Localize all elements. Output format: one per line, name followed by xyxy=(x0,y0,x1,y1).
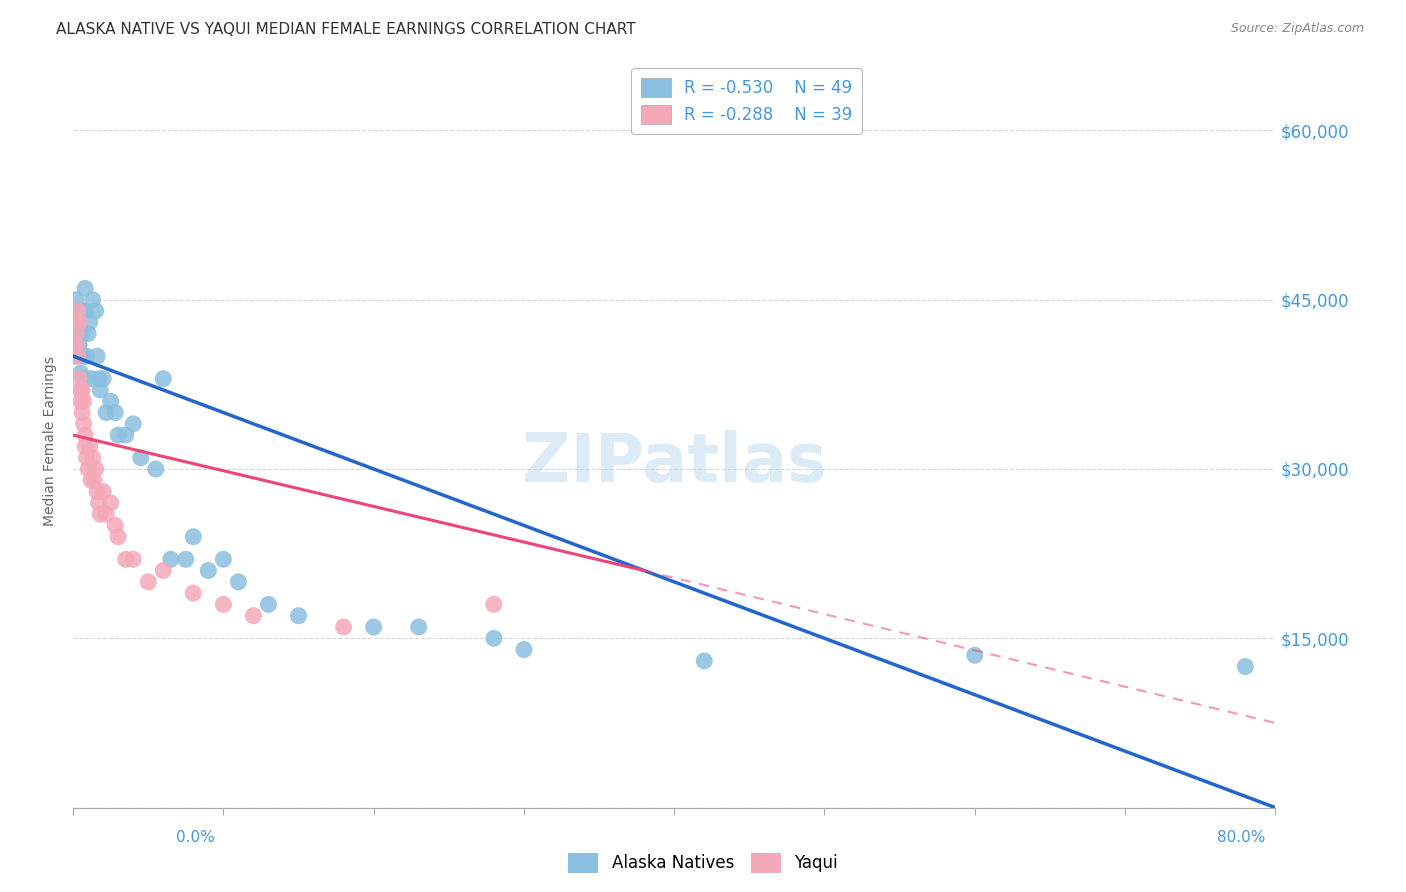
Point xyxy=(87,372,110,386)
Legend: Alaska Natives, Yaqui: Alaska Natives, Yaqui xyxy=(561,847,845,880)
Point xyxy=(82,450,104,465)
Point xyxy=(145,462,167,476)
Point xyxy=(91,372,114,386)
Point xyxy=(66,304,89,318)
Point xyxy=(83,473,105,487)
Point xyxy=(67,372,90,386)
Point xyxy=(89,507,111,521)
Point xyxy=(65,293,87,307)
Point xyxy=(67,310,90,324)
Point xyxy=(212,552,235,566)
Point xyxy=(197,564,219,578)
Point xyxy=(100,496,122,510)
Point xyxy=(482,598,505,612)
Text: 80.0%: 80.0% xyxy=(1218,830,1265,845)
Point xyxy=(96,406,118,420)
Point xyxy=(72,349,94,363)
Point xyxy=(79,315,101,329)
Point xyxy=(69,394,91,409)
Point xyxy=(212,598,235,612)
Point xyxy=(80,473,103,487)
Point xyxy=(181,586,204,600)
Point xyxy=(114,552,136,566)
Point xyxy=(152,372,174,386)
Point xyxy=(513,642,536,657)
Point xyxy=(107,428,129,442)
Point xyxy=(332,620,354,634)
Text: ZIPatlas: ZIPatlas xyxy=(522,430,827,496)
Point xyxy=(482,632,505,646)
Point xyxy=(66,349,89,363)
Point xyxy=(96,507,118,521)
Point xyxy=(75,304,97,318)
Point xyxy=(65,315,87,329)
Point xyxy=(75,281,97,295)
Point xyxy=(66,304,89,318)
Point xyxy=(228,574,250,589)
Point xyxy=(70,326,93,341)
Point xyxy=(86,484,108,499)
Point xyxy=(181,530,204,544)
Point xyxy=(122,552,145,566)
Point xyxy=(242,608,264,623)
Point xyxy=(67,338,90,352)
Point xyxy=(408,620,430,634)
Point xyxy=(363,620,385,634)
Y-axis label: Median Female Earnings: Median Female Earnings xyxy=(44,356,58,525)
Point xyxy=(174,552,197,566)
Point xyxy=(80,372,103,386)
Point xyxy=(70,406,93,420)
Point xyxy=(84,462,107,476)
Point xyxy=(104,406,127,420)
Point xyxy=(159,552,181,566)
Point xyxy=(65,338,87,352)
Point xyxy=(100,394,122,409)
Point xyxy=(69,349,91,363)
Point xyxy=(70,304,93,318)
Point xyxy=(84,304,107,318)
Point xyxy=(963,648,986,663)
Point xyxy=(122,417,145,431)
Point xyxy=(82,293,104,307)
Point xyxy=(65,326,87,341)
Point xyxy=(75,428,97,442)
Point xyxy=(72,394,94,409)
Point xyxy=(89,383,111,397)
Point xyxy=(69,366,91,380)
Point xyxy=(70,383,93,397)
Point xyxy=(91,484,114,499)
Point xyxy=(72,372,94,386)
Point xyxy=(287,608,309,623)
Point xyxy=(63,315,86,329)
Point xyxy=(75,439,97,453)
Point xyxy=(152,564,174,578)
Point xyxy=(69,383,91,397)
Point xyxy=(129,450,152,465)
Point xyxy=(114,428,136,442)
Text: ALASKA NATIVE VS YAQUI MEDIAN FEMALE EARNINGS CORRELATION CHART: ALASKA NATIVE VS YAQUI MEDIAN FEMALE EAR… xyxy=(56,22,636,37)
Text: 0.0%: 0.0% xyxy=(176,830,215,845)
Point xyxy=(76,349,98,363)
Point xyxy=(77,326,100,341)
Legend: R = -0.530    N = 49, R = -0.288    N = 39: R = -0.530 N = 49, R = -0.288 N = 39 xyxy=(630,68,862,135)
Point xyxy=(107,530,129,544)
Point xyxy=(87,496,110,510)
Point xyxy=(86,349,108,363)
Point xyxy=(77,462,100,476)
Point xyxy=(66,326,89,341)
Point xyxy=(76,450,98,465)
Point xyxy=(257,598,280,612)
Point xyxy=(104,518,127,533)
Text: Source: ZipAtlas.com: Source: ZipAtlas.com xyxy=(1230,22,1364,36)
Point xyxy=(1234,659,1257,673)
Point xyxy=(63,349,86,363)
Point xyxy=(693,654,716,668)
Point xyxy=(136,574,159,589)
Point xyxy=(72,417,94,431)
Point xyxy=(67,315,90,329)
Point xyxy=(79,439,101,453)
